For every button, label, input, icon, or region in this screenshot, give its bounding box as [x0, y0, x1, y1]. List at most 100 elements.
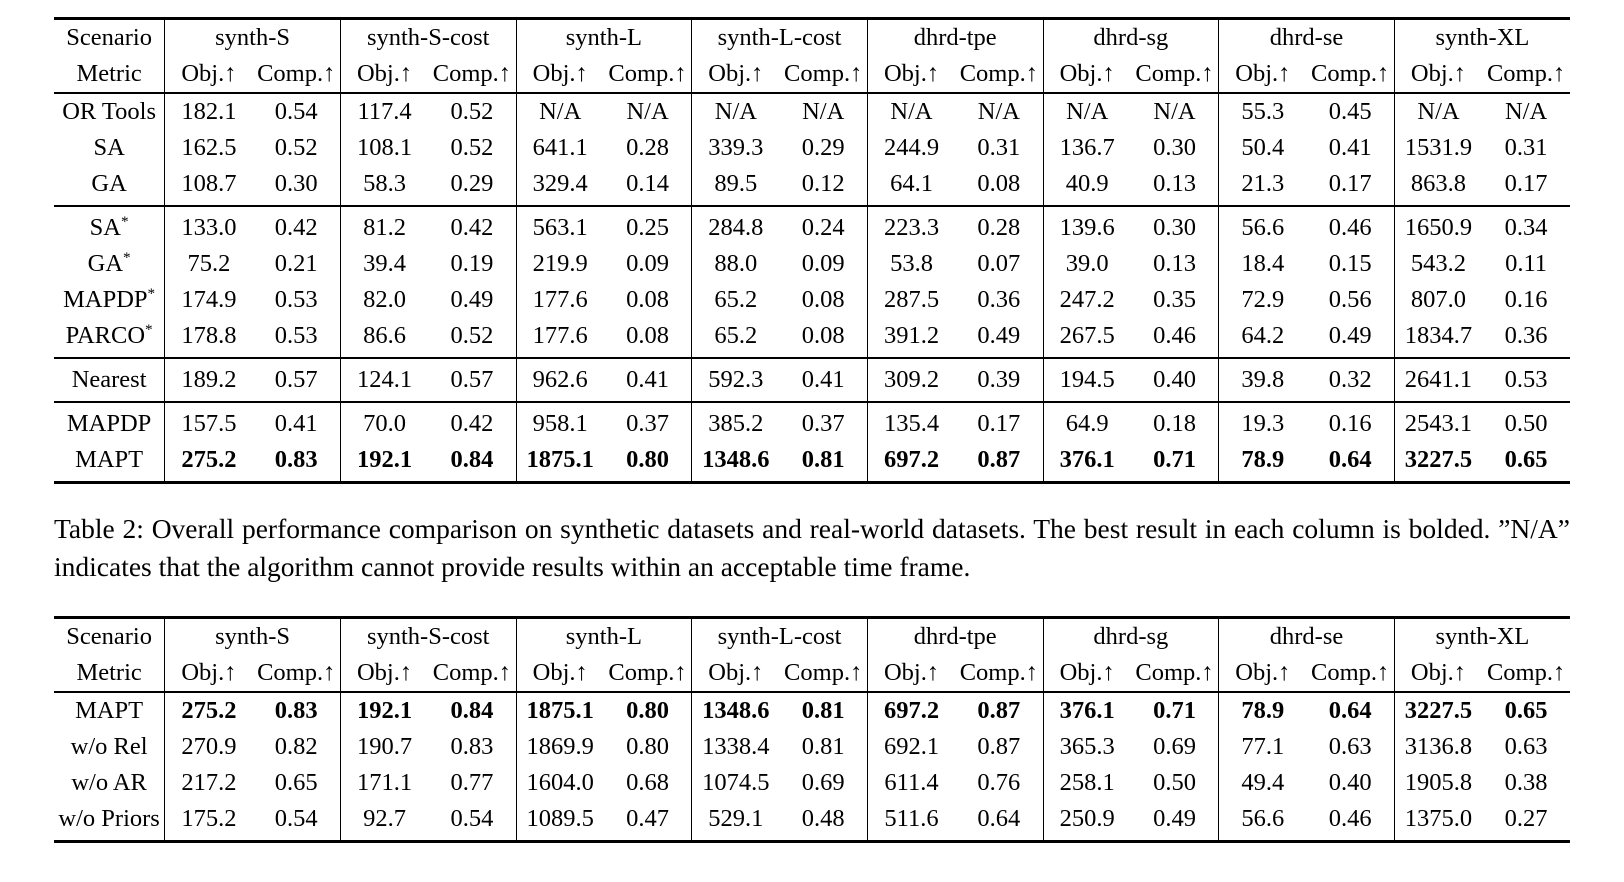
value-cell: 267.5 — [1042, 318, 1131, 358]
value-cell: 0.64 — [1328, 697, 1372, 724]
value-cell: 0.07 — [977, 250, 1021, 277]
value-cell: 1604.0 — [515, 765, 604, 801]
scenario-column-synth-L-cost: synth-L-cost — [691, 617, 868, 655]
value-cell: 275.2 — [164, 692, 253, 729]
value-cell: 0.41 — [779, 357, 868, 402]
row-label: MAPDP — [54, 401, 165, 442]
value-cell: 0.29 — [450, 170, 494, 197]
value-cell: 0.52 — [450, 134, 494, 161]
obj-metric-header: Obj.↑ — [164, 655, 253, 693]
value-cell: 219.9 — [515, 246, 604, 282]
value-cell: 0.08 — [977, 170, 1021, 197]
value-cell: 0.87 — [977, 697, 1021, 724]
value-cell: 0.15 — [1328, 250, 1372, 277]
value-cell: 0.30 — [274, 170, 318, 197]
row-label: PARCO* — [65, 320, 153, 349]
obj-metric-header: Obj.↑ — [339, 56, 429, 94]
value-cell: 88.0 — [691, 246, 780, 282]
value-cell: 0.36 — [977, 286, 1021, 313]
scenario-column-synth-S-cost: synth-S-cost — [339, 617, 517, 655]
value-cell: 1905.8 — [1393, 765, 1483, 801]
scenario-header-label: Scenario — [66, 623, 152, 650]
comp-metric-header: Comp.↑ — [603, 56, 692, 94]
value-cell: 0.37 — [779, 401, 868, 442]
value-cell: 0.82 — [274, 733, 318, 760]
value-cell: 0.27 — [1504, 805, 1548, 832]
value-cell: 0.13 — [1153, 250, 1196, 277]
row-label: w/o Rel — [70, 733, 148, 760]
value-cell: 0.80 — [626, 697, 669, 724]
value-cell: 270.9 — [164, 729, 253, 765]
value-cell: 329.4 — [515, 166, 604, 206]
paper-page: Scenario synth-S synth-S-cost synth-L synth-… — [54, 17, 1570, 843]
comp-metric-header: Comp.↑ — [428, 655, 517, 693]
value-cell: 58.3 — [339, 166, 429, 206]
value-cell: 78.9 — [1218, 442, 1307, 483]
value-cell: 0.18 — [1130, 401, 1219, 442]
scenario-column-synth-S: synth-S — [164, 18, 341, 56]
value-cell: 108.7 — [164, 166, 253, 206]
value-cell: 0.24 — [779, 205, 868, 246]
value-cell: 0.42 — [252, 205, 341, 246]
table-row: w/o AR 217.2 0.65 171.1 0.77 1604.0 0.68 1074.5… — [54, 765, 1570, 801]
value-cell: 0.17 — [1328, 170, 1372, 197]
value-cell: 0.49 — [450, 286, 494, 313]
scenario-column-dhrd-se: dhrd-se — [1218, 18, 1395, 56]
value-cell: 0.87 — [977, 733, 1021, 760]
table-row: w/o Rel 270.9 0.82 190.7 0.83 1869.9 0.80 1338.… — [54, 729, 1570, 765]
row-label: SA* — [54, 205, 165, 246]
value-cell: 0.16 — [1504, 286, 1548, 313]
comp-metric-header: Comp.↑ — [603, 655, 692, 693]
value-cell: 3136.8 — [1393, 729, 1483, 765]
scenario-column-dhrd-tpe: dhrd-tpe — [866, 617, 1044, 655]
value-cell: 0.56 — [1328, 286, 1372, 313]
value-cell: 136.7 — [1042, 130, 1131, 166]
value-cell: 0.83 — [274, 446, 318, 473]
value-cell: 0.09 — [801, 250, 845, 277]
obj-metric-header: Obj.↑ — [691, 655, 780, 693]
row-label: MAPDP* — [63, 284, 156, 313]
value-cell: 339.3 — [691, 130, 780, 166]
value-cell: 0.47 — [626, 805, 669, 832]
value-cell: 1834.7 — [1393, 318, 1483, 358]
value-cell: N/A — [977, 98, 1020, 125]
ablation-table-body: MAPT 275.2 0.83 192.1 0.84 1875.1 0.80 1348.6 0.… — [54, 692, 1570, 842]
value-cell: 0.87 — [977, 446, 1021, 473]
value-cell: 0.46 — [1153, 322, 1196, 349]
value-cell: 0.69 — [801, 769, 845, 796]
value-cell: 0.40 — [1328, 769, 1372, 796]
value-cell: 284.8 — [691, 205, 780, 246]
value-cell: 0.71 — [1153, 697, 1196, 724]
value-cell: 0.28 — [955, 205, 1044, 246]
value-cell: 124.1 — [339, 357, 429, 402]
value-cell: 178.8 — [164, 318, 253, 358]
value-cell: 563.1 — [515, 205, 604, 246]
value-cell: 376.1 — [1042, 692, 1131, 729]
value-cell: 0.71 — [1153, 446, 1196, 473]
scenario-column-synth-XL: synth-XL — [1393, 617, 1570, 655]
value-cell: 0.31 — [977, 134, 1021, 161]
value-cell: 86.6 — [339, 318, 429, 358]
value-cell: 1869.9 — [515, 729, 604, 765]
table-row: MAPT 275.2 0.83 192.1 0.84 1875.1 0.80 1348.6 0.… — [54, 692, 1570, 729]
value-cell: 0.42 — [428, 205, 517, 246]
scenario-column-dhrd-sg: dhrd-sg — [1042, 617, 1219, 655]
scenario-column-synth-L-cost: synth-L-cost — [691, 18, 868, 56]
value-cell: 0.76 — [977, 769, 1021, 796]
value-cell: N/A — [1504, 98, 1548, 125]
value-cell: 0.80 — [626, 733, 669, 760]
row-label: Nearest — [54, 357, 165, 402]
value-cell: 0.42 — [428, 401, 517, 442]
value-cell: 190.7 — [339, 729, 429, 765]
value-cell: 1875.1 — [515, 692, 604, 729]
row-label: GA — [91, 170, 127, 197]
value-cell: 192.1 — [339, 442, 429, 483]
value-cell: 139.6 — [1042, 205, 1131, 246]
value-cell: 287.5 — [866, 282, 956, 318]
value-cell: 529.1 — [691, 801, 780, 842]
value-cell: 3227.5 — [1393, 692, 1483, 729]
value-cell: 807.0 — [1393, 282, 1483, 318]
value-cell: 0.11 — [1505, 250, 1548, 277]
value-cell: N/A — [515, 93, 604, 130]
value-cell: 1074.5 — [691, 765, 780, 801]
